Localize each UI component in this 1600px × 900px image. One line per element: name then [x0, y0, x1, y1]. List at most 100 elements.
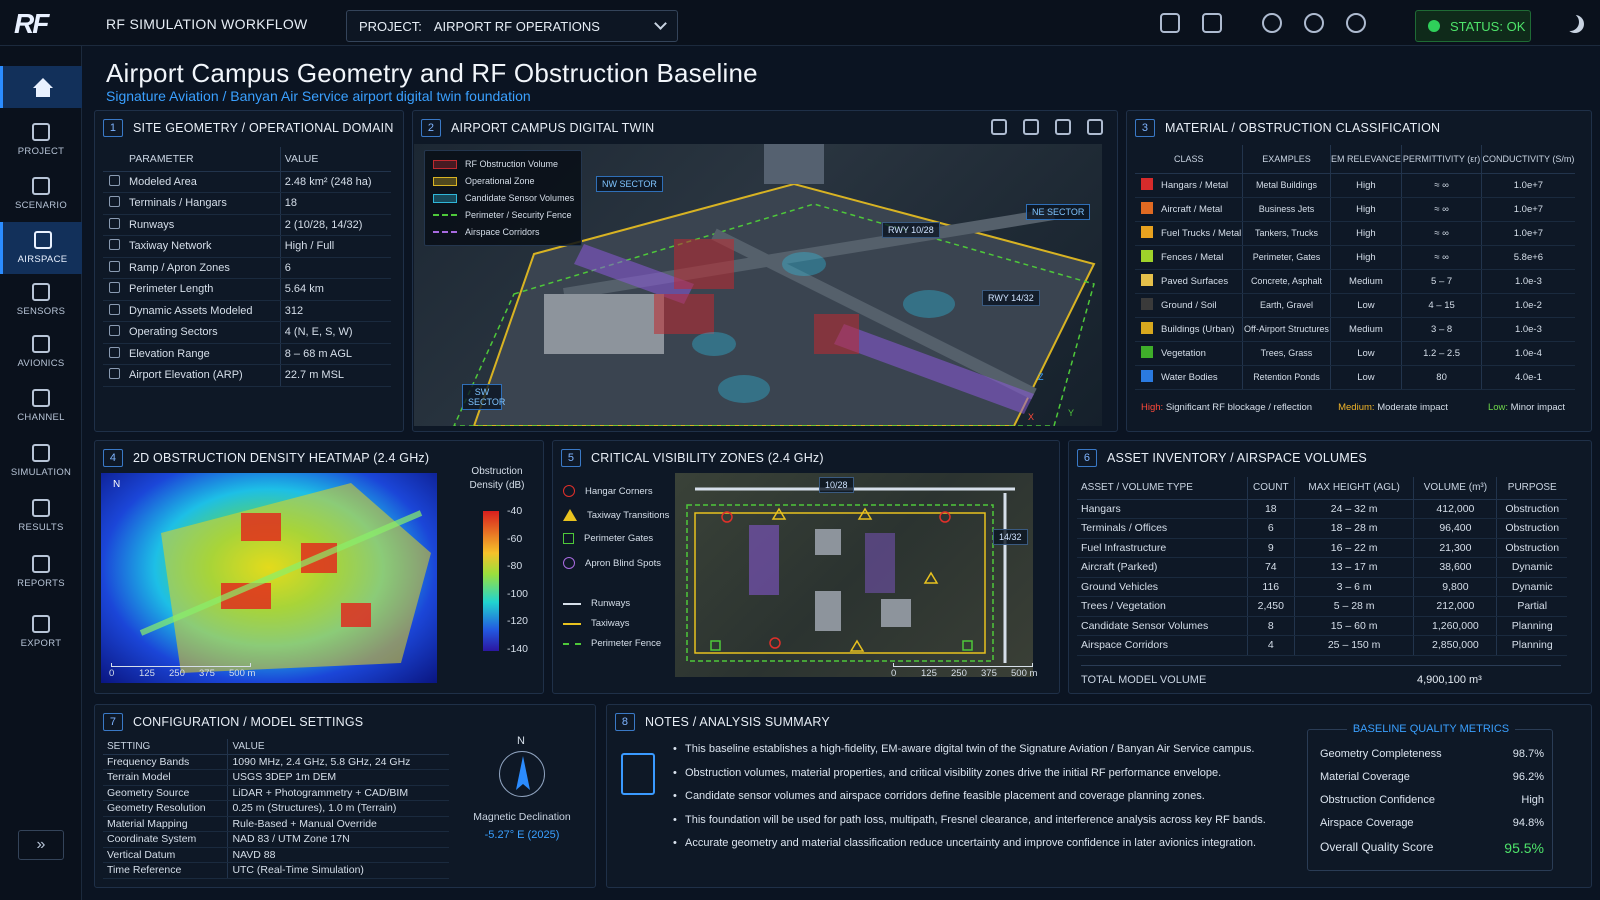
legend-swatch [433, 231, 457, 233]
scale-tick-label: 250 [169, 668, 185, 679]
asset-purpose: Planning [1496, 616, 1567, 636]
class-swatch [1141, 297, 1153, 310]
line-swatch [563, 642, 581, 645]
sidebar-item-home[interactable] [0, 66, 82, 108]
sidebar-item-sensors[interactable]: SENSORS [0, 274, 82, 326]
legend-item: RF Obstruction Volume [433, 159, 558, 169]
legend-swatch [433, 214, 457, 216]
legend-label: Hangar Corners [585, 485, 653, 497]
project-selector[interactable]: PROJECT: AIRPORT RF OPERATIONS [346, 10, 678, 42]
circle-marker-icon [563, 557, 575, 569]
sidebar-item-channel[interactable]: CHANNEL [0, 380, 82, 432]
permittivity: ≈ ∞ [1401, 245, 1482, 270]
table-row: Paved Surfaces Concrete, Asphalt Medium 5 –… [1135, 269, 1575, 294]
class-swatch-cell [1135, 341, 1159, 366]
sidebar-item-avionics[interactable]: AVIONICS [0, 326, 82, 378]
digital-twin-view[interactable]: RF Obstruction Volume Operational Zone Can… [414, 144, 1102, 426]
permittivity: 1.2 – 2.5 [1401, 341, 1482, 366]
metric-label: Obstruction Confidence [1320, 794, 1435, 806]
asset-max-height: 18 – 28 m [1293, 518, 1414, 539]
gear-icon[interactable] [1346, 13, 1366, 33]
fullscreen-icon[interactable] [1087, 119, 1103, 135]
camera-icon[interactable] [1023, 119, 1039, 135]
overall-quality-score: Overall Quality Score 95.5% [1320, 840, 1544, 856]
metric-value: High [1521, 794, 1544, 806]
setting-name: Time Reference [103, 862, 228, 879]
cube-view-icon[interactable] [991, 119, 1007, 135]
legend-high: High: Significant RF blockage / reflecti… [1141, 402, 1313, 413]
conductivity: 1.0e-3 [1480, 269, 1575, 294]
visibility-map[interactable]: 10/28 14/32 [675, 473, 1033, 677]
total-label: TOTAL MODEL VOLUME [1081, 674, 1207, 686]
note-item: Accurate geometry and material classific… [673, 837, 1293, 861]
parameter-icon [109, 346, 120, 358]
table-row: Fuel Trucks / Metal Tankers, Trucks High ≈ … [1135, 221, 1575, 246]
scale-tick-label: 125 [139, 668, 155, 679]
asset-inventory-table: ASSET / VOLUME TYPE COUNT MAX HEIGHT (AG… [1077, 477, 1567, 656]
asset-max-height: 5 – 28 m [1293, 596, 1414, 617]
twin-legend: RF Obstruction Volume Operational Zone Can… [424, 150, 582, 246]
asset-max-height: 13 – 17 m [1293, 557, 1414, 578]
expand-sidebar-button[interactable]: » [18, 830, 64, 860]
legend-medium: Medium: Moderate impact [1338, 402, 1448, 413]
row-icon-cell [103, 321, 125, 344]
sidebar-item-label: AVIONICS [17, 358, 65, 369]
sidebar-item-project[interactable]: PROJECT [0, 114, 82, 166]
sidebar-item-airspace[interactable]: AIRSPACE [0, 222, 82, 274]
conductivity: 1.0e+7 [1480, 173, 1575, 198]
colorbar-tick-label: -120 [507, 615, 529, 627]
sidebar-item-reports[interactable]: REPORTS [0, 546, 82, 598]
sidebar-item-scenario[interactable]: SCENARIO [0, 168, 82, 220]
asset-count: 4 [1246, 635, 1295, 656]
em-relevance: Medium [1329, 269, 1402, 294]
sidebar-item-results[interactable]: RESULTS [0, 490, 82, 542]
site-geometry-table: PARAMETER VALUE Modeled Area 2.48 km² (248… [103, 147, 391, 387]
snapshot-icon[interactable] [1055, 119, 1071, 135]
panel-material-classification: 3 MATERIAL / OBSTRUCTION CLASSIFICATION C… [1126, 110, 1592, 432]
digital-twin-scene [453, 144, 1096, 426]
reports-icon [32, 555, 50, 573]
colorbar-tick-label: -140 [507, 642, 529, 655]
axis-z-label: Z [1038, 372, 1044, 382]
parameter-name: Perimeter Length [125, 278, 281, 301]
em-relevance: High [1329, 221, 1402, 246]
legend-item: Runways [563, 598, 630, 609]
theme-toggle-icon[interactable] [1566, 15, 1584, 33]
panel-title: CRITICAL VISIBILITY ZONES (2.4 GHz) [591, 451, 824, 465]
asset-purpose: Dynamic [1496, 557, 1567, 578]
bell-icon[interactable] [1262, 13, 1282, 33]
legend-swatch [433, 193, 457, 203]
sidebar-item-export[interactable]: EXPORT [0, 606, 82, 658]
help-icon[interactable] [1304, 13, 1324, 33]
channel-icon [32, 389, 50, 407]
asset-count: 2,450 [1246, 596, 1295, 617]
em-relevance: Medium [1329, 317, 1402, 342]
heatmap-scale-bar: 0 125 250 375 500 m [109, 663, 259, 681]
panel-site-geometry: 1 SITE GEOMETRY / OPERATIONAL DOMAIN PARA… [94, 110, 404, 432]
legend-label: RF Obstruction Volume [465, 159, 559, 169]
legend-label: Candidate Sensor Volumes [465, 193, 575, 203]
compass-north-label: N [517, 735, 525, 747]
save-icon[interactable] [1202, 13, 1222, 33]
panel-header: 8 NOTES / ANALYSIS SUMMARY [615, 713, 830, 731]
legend-item: Taxiways [563, 618, 630, 629]
column-header: VALUE [279, 147, 391, 172]
parameter-name: Ramp / Apron Zones [125, 257, 281, 279]
obstruction-heatmap[interactable]: N [101, 473, 437, 683]
table-row: Airport Elevation (ARP) 22.7 m MSL [103, 364, 391, 387]
panel-title: MATERIAL / OBSTRUCTION CLASSIFICATION [1165, 121, 1441, 135]
chevron-down-icon [654, 17, 667, 30]
asset-volume: 1,260,000 [1413, 616, 1497, 636]
parameter-icon [109, 282, 120, 294]
folder-icon[interactable] [1160, 13, 1180, 33]
metric-label: Overall Quality Score [1320, 840, 1434, 854]
parameter-name: Terminals / Hangars [125, 192, 281, 215]
class-examples: Tankers, Trucks [1242, 221, 1330, 246]
sidebar-item-simulation[interactable]: SIMULATION [0, 435, 82, 487]
configuration-table: SETTING VALUE Frequency Bands 1090 MHz, 2.… [103, 739, 449, 879]
parameter-name: Airport Elevation (ARP) [125, 364, 281, 387]
table-row: Taxiway Network High / Full [103, 235, 391, 258]
panel-title: CONFIGURATION / MODEL SETTINGS [133, 715, 364, 729]
asset-type: Terminals / Offices [1077, 518, 1248, 539]
table-row: Elevation Range 8 – 68 m AGL [103, 343, 391, 365]
